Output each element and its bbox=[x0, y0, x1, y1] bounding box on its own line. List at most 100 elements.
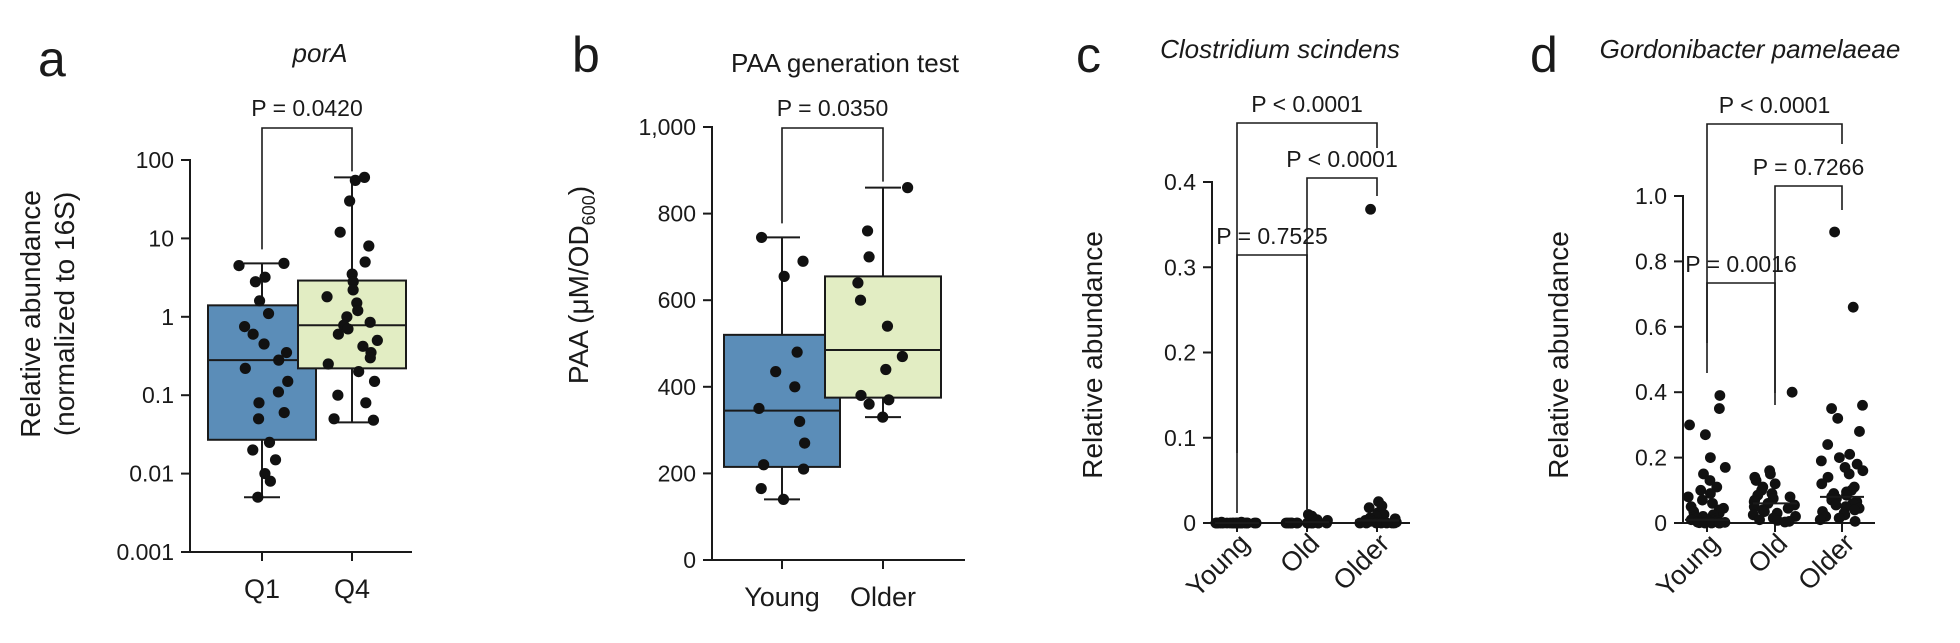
panel-a-plot: 0.001 0.01 0.1 1 10 100 Q1 Q4 P = 0.0420 bbox=[116, 95, 412, 604]
panel-b-ylabel-main: PAA (μM/OD bbox=[563, 225, 594, 384]
panel-d-data-point bbox=[1750, 475, 1762, 486]
panel-d-data-point bbox=[1843, 468, 1855, 480]
panel-a-data-point bbox=[282, 375, 294, 387]
panel-c-title: Clostridium scindens bbox=[1160, 34, 1400, 64]
panel-d-data-point bbox=[1784, 491, 1796, 503]
panel-b-ytick-label: 800 bbox=[658, 201, 696, 227]
panel-b-plot: 0 200 400 600 800 1,000 Young Older P = 0.0350 bbox=[638, 95, 965, 612]
panel-b-data-point bbox=[880, 363, 892, 376]
panel-a-data-point bbox=[363, 240, 375, 252]
panel-d-data-point bbox=[1829, 226, 1841, 238]
panel-b-data-point bbox=[863, 251, 875, 263]
panel-b-data-point bbox=[863, 398, 875, 410]
panel-c-data-point bbox=[1365, 203, 1376, 215]
panel-d-p-value: P = 0.0016 bbox=[1685, 251, 1797, 277]
panel-b-data-point bbox=[896, 350, 908, 363]
panel-a-category-label: Q4 bbox=[334, 574, 370, 604]
panel-a-data-point bbox=[368, 375, 381, 387]
panel-c-ylabel: Relative abundance bbox=[1077, 231, 1108, 479]
panel-c-plot: 0 0.1 0.2 0.3 0.4 Young Old Older P < 0.0001 P < … bbox=[1164, 91, 1410, 603]
panel-c-data-point bbox=[1302, 509, 1314, 520]
panel-d-data-point bbox=[1849, 515, 1861, 527]
panel-d-ytick-label: 0.2 bbox=[1635, 445, 1667, 471]
panel-a-data-point bbox=[247, 328, 259, 340]
panel-d-category-label: Young bbox=[1651, 528, 1726, 603]
panel-d-data-point bbox=[1714, 390, 1726, 401]
panel-a-data-point bbox=[247, 444, 259, 456]
panel-c-category-label: Old bbox=[1274, 528, 1325, 579]
panel-a-data-point bbox=[322, 358, 334, 370]
panel-d-p-value: P < 0.0001 bbox=[1719, 92, 1831, 118]
panel-d-data-point bbox=[1782, 502, 1794, 514]
panel-a-data-point bbox=[328, 413, 340, 425]
panel-a-data-point bbox=[360, 397, 372, 409]
panel-b-ylabel-sub: 600 bbox=[579, 195, 599, 225]
panel-c-category-label: Older bbox=[1327, 528, 1395, 596]
panel-d-data-point bbox=[1833, 452, 1845, 463]
panel-d-data-point bbox=[1684, 419, 1695, 431]
panel-d-data-point bbox=[1704, 488, 1716, 499]
panel-b-title: PAA generation test bbox=[731, 48, 960, 78]
panel-d-data-point bbox=[1759, 506, 1770, 517]
panel-a-data-point bbox=[278, 406, 290, 419]
panel-a-data-point bbox=[264, 475, 276, 487]
panel-a-data-point bbox=[253, 295, 266, 307]
panel-c-category-label: Young bbox=[1181, 528, 1256, 603]
panel-b-data-point bbox=[755, 482, 767, 495]
panel-d-category-label: Old bbox=[1742, 528, 1793, 579]
panel-c-significance-bracket bbox=[1236, 254, 1308, 513]
panel-b-data-point bbox=[902, 182, 914, 194]
panel-d-data-point bbox=[1849, 504, 1861, 516]
panel-d-p-value: P = 0.7266 bbox=[1753, 154, 1865, 180]
panel-b-category-label: Young bbox=[744, 582, 820, 612]
panel-a-ytick-label: 0.1 bbox=[142, 382, 174, 408]
panel-d-ytick-label: 1.0 bbox=[1635, 183, 1667, 209]
panel-a-data-point bbox=[342, 323, 354, 335]
panel-letter-b: b bbox=[572, 27, 600, 83]
panel-a-data-point bbox=[344, 195, 356, 207]
panel-b-box-2 bbox=[824, 275, 942, 399]
panel-d-data-point bbox=[1816, 478, 1828, 490]
panel-a-ytick-label: 10 bbox=[148, 225, 174, 251]
panel-b-data-point bbox=[881, 320, 894, 332]
panel-b-box-1 bbox=[723, 333, 841, 468]
panel-d-data-point bbox=[1713, 403, 1725, 414]
panel-c-ytick-label: 0.1 bbox=[1164, 425, 1196, 451]
panel-b-ytick-label: 400 bbox=[658, 374, 696, 400]
panel-d-data-point bbox=[1769, 478, 1781, 490]
panel-a-data-point bbox=[253, 397, 265, 409]
panel-d-data-point bbox=[1814, 514, 1826, 526]
panel-a-data-point bbox=[353, 365, 365, 378]
panel-d-data-point bbox=[1844, 448, 1856, 460]
panel-d-ytick-label: 0.4 bbox=[1635, 379, 1667, 405]
panel-a-title: porA bbox=[292, 38, 348, 68]
panel-d-data-point bbox=[1707, 497, 1718, 509]
panel-a-data-point bbox=[358, 171, 371, 183]
panel-a-data-point bbox=[272, 386, 285, 398]
panel-a-data-point bbox=[364, 316, 376, 328]
panel-a-data-point bbox=[239, 320, 251, 333]
panel-a-data-point bbox=[359, 256, 371, 268]
panel-d-data-point bbox=[1779, 516, 1791, 528]
panel-a-data-point bbox=[334, 226, 346, 238]
panel-b-ylabel-close: ) bbox=[563, 186, 594, 195]
panel-d-data-point bbox=[1704, 475, 1716, 486]
panel-d-significance-bracket bbox=[1774, 185, 1843, 405]
panel-a-ylabel: Relative abundance (normalized to 16S) bbox=[15, 190, 80, 438]
panel-a-ylabel-line1: Relative abundance bbox=[15, 190, 46, 438]
panel-b-category-label: Older bbox=[850, 582, 916, 612]
panel-b-ytick-label: 600 bbox=[658, 287, 696, 313]
panel-b-data-point bbox=[883, 394, 895, 406]
panel-a-ylabel-line2: (normalized to 16S) bbox=[49, 192, 80, 436]
panel-b-data-point bbox=[789, 381, 801, 393]
panel-d-data-point bbox=[1841, 489, 1852, 501]
panel-d-data-point bbox=[1815, 455, 1827, 467]
panel-d-data-point bbox=[1695, 484, 1707, 496]
panel-a-ytick-label: 0.01 bbox=[129, 461, 174, 487]
panel-a-p-value: P = 0.0420 bbox=[251, 95, 363, 121]
panel-a-data-point bbox=[280, 346, 293, 359]
panel-b-data-point bbox=[758, 459, 770, 471]
panel-d-data-point bbox=[1765, 468, 1776, 480]
panel-d-data-point bbox=[1826, 403, 1837, 414]
